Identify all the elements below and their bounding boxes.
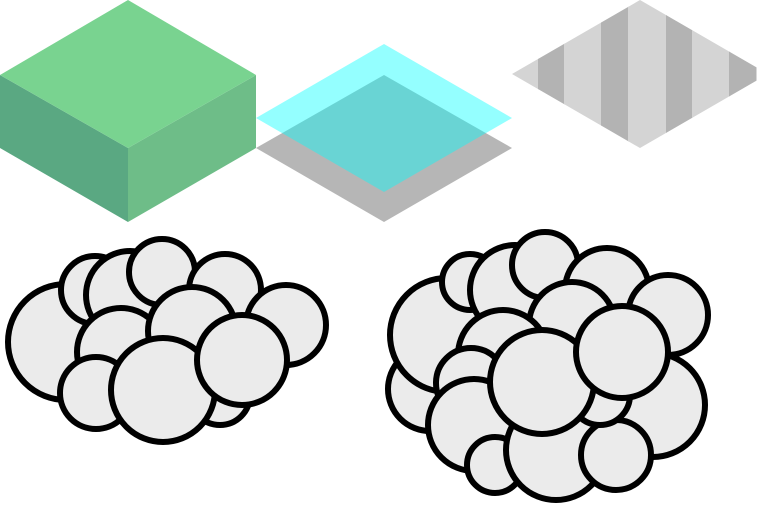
stripe-band: [538, 0, 565, 148]
water-tile: [256, 44, 512, 222]
stripe-band: [564, 0, 602, 148]
grass-block-left-face: [0, 75, 128, 222]
stripe-band: [666, 0, 693, 148]
grass-block-right-face: [128, 75, 256, 222]
cloud-puff: [578, 417, 654, 493]
cloud-puff: [194, 312, 290, 408]
stripe-band: [601, 0, 629, 148]
water-tile-shadow: [256, 75, 512, 222]
large-cloud: [385, 229, 711, 503]
road-stripe-tile: [512, 0, 757, 148]
grass-block-top-face: [0, 0, 256, 148]
cloud-puff: [573, 303, 671, 401]
stripe-band: [512, 0, 539, 148]
small-cloud: [5, 236, 329, 445]
grass-block-tile: [0, 0, 256, 222]
stripe-band: [692, 0, 730, 148]
water-tile-surface: [256, 44, 512, 192]
stripe-band: [628, 0, 667, 148]
stripe-band: [729, 0, 757, 148]
